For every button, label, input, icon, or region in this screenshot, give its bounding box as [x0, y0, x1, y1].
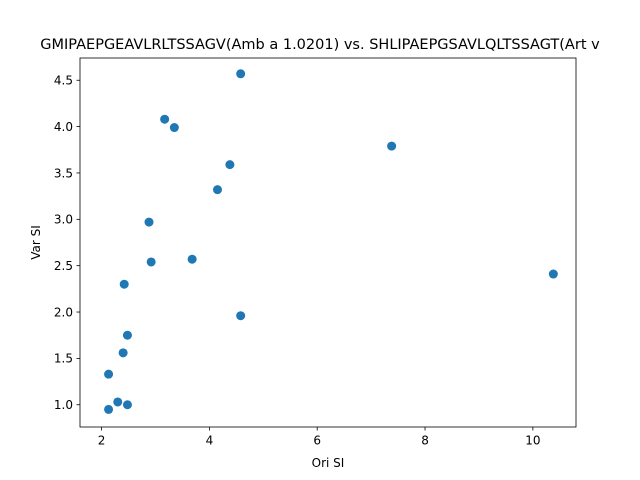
y-axis-label: Var SI — [29, 225, 43, 260]
data-point-3 — [387, 141, 397, 151]
data-point-2 — [169, 123, 179, 133]
data-point-5 — [212, 185, 222, 195]
y-tick-label-7: 4.5 — [54, 74, 73, 88]
y-tick-label-5: 3.5 — [54, 166, 73, 180]
data-points — [104, 69, 558, 414]
y-tick-label-4: 3.0 — [54, 213, 73, 227]
data-point-6 — [144, 217, 154, 227]
data-point-14 — [104, 369, 114, 379]
y-tick-label-2: 2.0 — [54, 305, 73, 319]
chart-title: GMIPAEPGEAVLRLTSSAGV(Amb a 1.0201) vs. S… — [40, 37, 600, 53]
data-point-9 — [548, 269, 558, 279]
plot-frame — [79, 57, 577, 428]
x-axis-label: Ori SI — [312, 456, 345, 470]
data-point-7 — [187, 254, 197, 264]
data-point-11 — [236, 311, 246, 321]
data-point-1 — [160, 114, 170, 124]
data-point-12 — [122, 330, 132, 340]
data-point-0 — [236, 69, 246, 79]
y-tick-label-0: 1.0 — [54, 398, 73, 412]
x-tick-label-4: 10 — [525, 434, 540, 448]
y-tick-label-3: 2.5 — [54, 259, 73, 273]
x-tick-label-1: 4 — [206, 434, 214, 448]
data-point-17 — [104, 404, 114, 414]
x-tick-label-3: 8 — [421, 434, 429, 448]
data-point-16 — [122, 400, 132, 410]
y-tick-label-6: 4.0 — [54, 120, 73, 134]
data-point-8 — [146, 257, 156, 267]
data-point-10 — [119, 279, 129, 289]
data-point-15 — [113, 397, 123, 407]
x-tick-label-2: 6 — [313, 434, 321, 448]
x-tick-label-0: 2 — [98, 434, 106, 448]
y-tick-label-1: 1.5 — [54, 352, 73, 366]
data-point-13 — [118, 348, 128, 358]
data-point-4 — [225, 160, 235, 170]
axis-ticks: 2 4 6 8 10 1.0 1.5 2.0 2.5 3.0 3.5 4.0 4.5 — [54, 74, 541, 448]
